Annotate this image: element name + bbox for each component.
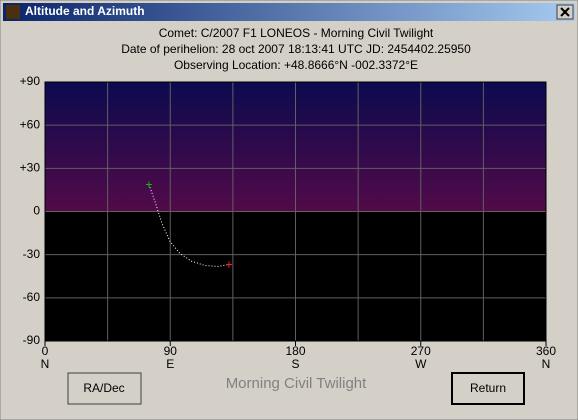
end-marker	[225, 261, 232, 268]
return-button[interactable]: Return	[451, 372, 525, 405]
y-tick-label: +30	[20, 161, 41, 175]
x-tick-label: 270	[411, 344, 431, 358]
start-marker	[145, 181, 152, 188]
title-bar	[3, 3, 575, 21]
app-icon	[6, 5, 20, 19]
chart-subtitle: Observing Location: +48.8666°N -002.3372…	[174, 58, 418, 72]
footer-label: Morning Civil Twilight	[226, 375, 367, 392]
y-tick-label: -90	[23, 333, 41, 347]
ra-dec-button[interactable]: RA/Dec	[67, 372, 142, 405]
x-tick-label: 0	[42, 344, 49, 358]
y-tick-label: +90	[20, 74, 41, 88]
x-direction-label: S	[291, 357, 299, 371]
y-tick-label: -30	[23, 247, 41, 261]
x-direction-label: N	[41, 357, 50, 371]
y-tick-label: 0	[33, 204, 40, 218]
y-tick-label: +60	[20, 117, 41, 131]
chart-subtitle: Date of perihelion: 28 oct 2007 18:13:41…	[121, 42, 471, 56]
close-button[interactable]	[556, 4, 574, 20]
x-direction-label: E	[166, 357, 174, 371]
x-direction-label: N	[542, 357, 551, 371]
x-tick-label: 90	[164, 344, 178, 358]
window-title: Altitude and Azimuth	[25, 4, 145, 18]
x-tick-label: 180	[285, 344, 305, 358]
x-tick-label: 360	[536, 344, 556, 358]
button-label[interactable]: Return	[470, 381, 506, 395]
plot-border	[44, 81, 547, 342]
y-tick-label: -60	[23, 290, 41, 304]
x-direction-label: W	[415, 357, 427, 371]
chart-title: Comet: C/2007 F1 LONEOS - Morning Civil …	[159, 26, 434, 40]
button-label[interactable]: RA/Dec	[83, 381, 124, 395]
